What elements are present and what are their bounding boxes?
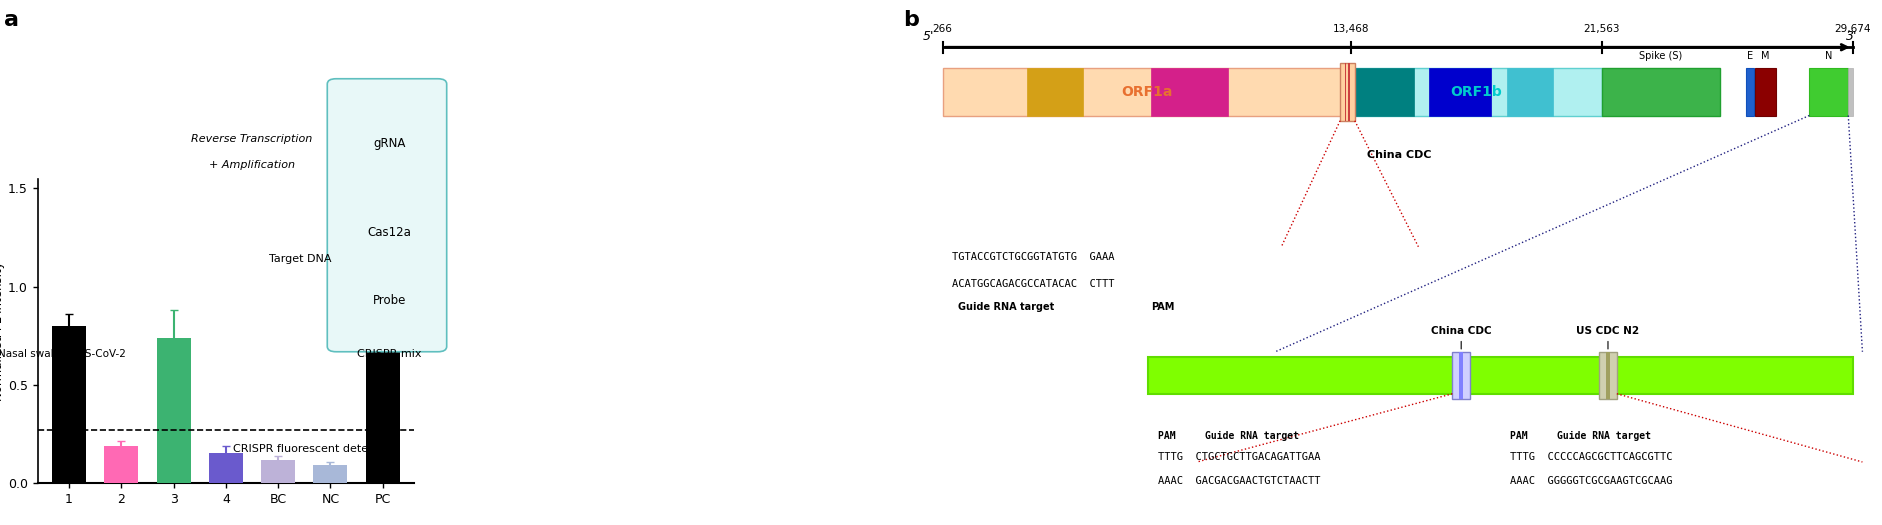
Text: ORF1b: ORF1b xyxy=(1451,85,1502,99)
Bar xyxy=(943,68,1351,116)
Text: PAM: PAM xyxy=(1152,302,1174,312)
Bar xyxy=(262,460,295,483)
Text: 29,674: 29,674 xyxy=(1835,24,1871,34)
Text: + Amplification: + Amplification xyxy=(209,160,295,170)
Bar xyxy=(1152,68,1229,116)
Text: TTTG  CCCCCAGCGCTTCAGCGTTC: TTTG CCCCCAGCGCTTCAGCGTTC xyxy=(1509,452,1673,462)
Text: AAAC  GACGACGAACTGTCTAACTT: AAAC GACGACGAACTGTCTAACTT xyxy=(1157,476,1321,486)
Bar xyxy=(1459,352,1462,399)
Text: Spike (S): Spike (S) xyxy=(1639,51,1683,61)
Text: 13,468: 13,468 xyxy=(1332,24,1370,34)
Text: US CDC N2: US CDC N2 xyxy=(1577,326,1639,336)
Bar xyxy=(104,446,137,483)
Text: ORF1a: ORF1a xyxy=(1122,85,1172,99)
Y-axis label: Normalized PL Intensity: Normalized PL Intensity xyxy=(0,261,6,401)
Bar xyxy=(1848,68,1852,116)
Bar xyxy=(1453,352,1470,399)
Text: AAAC  GGGGGTCGCGAAGTCGCAAG: AAAC GGGGGTCGCGAAGTCGCAAG xyxy=(1509,476,1673,486)
Text: Nasal swab  SARS-CoV-2: Nasal swab SARS-CoV-2 xyxy=(0,349,126,359)
Bar xyxy=(1809,68,1848,116)
Text: China CDC: China CDC xyxy=(1366,150,1432,160)
Text: 21,563: 21,563 xyxy=(1583,24,1620,34)
Bar xyxy=(1351,68,1413,116)
Bar xyxy=(209,453,243,483)
Text: ACATGGCAGACGCCATACAC  CTTT: ACATGGCAGACGCCATACAC CTTT xyxy=(952,279,1114,289)
Text: China CDC: China CDC xyxy=(1430,326,1492,336)
Bar xyxy=(1430,68,1491,116)
Bar xyxy=(1148,357,1852,394)
Text: E: E xyxy=(1746,51,1752,61)
Text: CRISPR fluorescent detection: CRISPR fluorescent detection xyxy=(233,444,395,454)
Bar xyxy=(1746,68,1754,116)
Bar xyxy=(1756,68,1777,116)
Text: b: b xyxy=(903,10,918,30)
Text: TTTG  CTGCTGCTTGACAGATTGAA: TTTG CTGCTGCTTGACAGATTGAA xyxy=(1157,452,1321,462)
Bar xyxy=(314,465,348,483)
FancyBboxPatch shape xyxy=(327,79,446,352)
Text: N: N xyxy=(1826,51,1833,61)
Text: Target DNA: Target DNA xyxy=(269,255,331,265)
Bar xyxy=(365,297,399,483)
Bar xyxy=(1028,68,1082,116)
Text: PAM     Guide RNA target: PAM Guide RNA target xyxy=(1157,431,1299,441)
Text: TGTACCGTCTGCGGTATGTG  GAAA: TGTACCGTCTGCGGTATGTG GAAA xyxy=(952,253,1114,262)
Text: Probe: Probe xyxy=(373,295,407,308)
Text: CRISPR mix: CRISPR mix xyxy=(358,349,422,359)
Bar xyxy=(1605,352,1609,399)
Text: gRNA: gRNA xyxy=(373,137,405,150)
Bar xyxy=(156,338,190,483)
Text: 5': 5' xyxy=(922,30,933,43)
Text: M: M xyxy=(1762,51,1769,61)
Text: PAM     Guide RNA target: PAM Guide RNA target xyxy=(1509,431,1651,441)
Bar xyxy=(1507,68,1553,116)
Bar xyxy=(1348,63,1351,121)
Bar xyxy=(1600,352,1617,399)
Text: a: a xyxy=(4,10,19,30)
Text: Cas12a: Cas12a xyxy=(367,226,410,239)
Bar xyxy=(1351,68,1602,116)
Text: 266: 266 xyxy=(933,24,952,34)
Text: 3': 3' xyxy=(1846,30,1858,43)
Text: Guide RNA target: Guide RNA target xyxy=(958,302,1054,312)
Bar xyxy=(1340,63,1355,121)
Bar xyxy=(53,326,87,483)
Bar xyxy=(1344,63,1346,121)
Bar xyxy=(1602,68,1720,116)
Text: Reverse Transcription: Reverse Transcription xyxy=(192,134,312,144)
